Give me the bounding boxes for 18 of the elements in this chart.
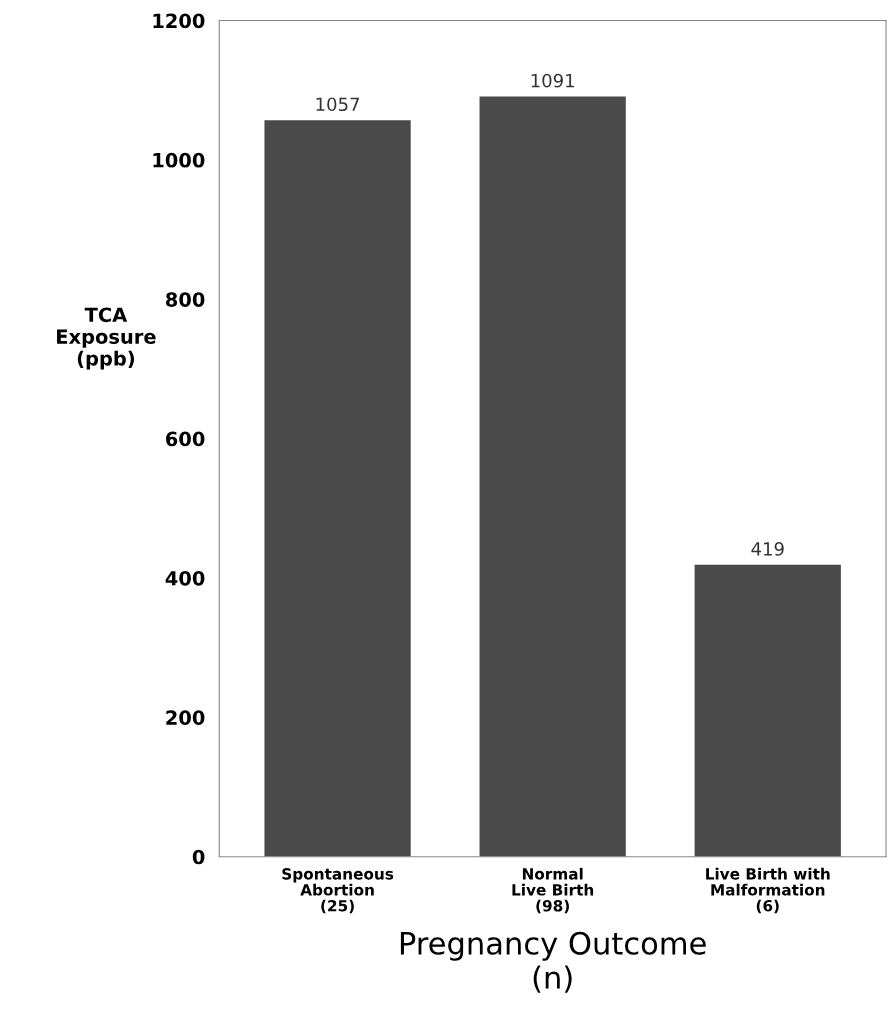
data-label: 1091 — [531, 73, 574, 88]
y-tick-label: 400 — [165, 570, 205, 586]
bar — [479, 96, 626, 857]
y-tick-label: 800 — [165, 292, 205, 307]
bar — [694, 564, 841, 857]
x-tick-label: Spontaneous Abortion (25) — [282, 868, 394, 914]
x-tick-label: Normal Live Birth (98) — [512, 867, 594, 914]
x-tick-label: Live Birth with Malformation (6) — [706, 867, 830, 914]
y-tick-label: 200 — [166, 710, 205, 726]
y-tick-label: 1200 — [153, 13, 205, 29]
y-tick-label: 600 — [166, 431, 205, 447]
x-axis-title: Pregnancy Outcome (n) — [400, 931, 706, 993]
y-axis-title: TCA Exposure (ppb) — [57, 307, 156, 370]
y-tick-label: 1000 — [153, 152, 205, 168]
bar — [264, 120, 411, 857]
data-label: 1057 — [316, 97, 360, 112]
y-tick-label: 0 — [192, 849, 205, 865]
data-label: 419 — [751, 542, 784, 556]
